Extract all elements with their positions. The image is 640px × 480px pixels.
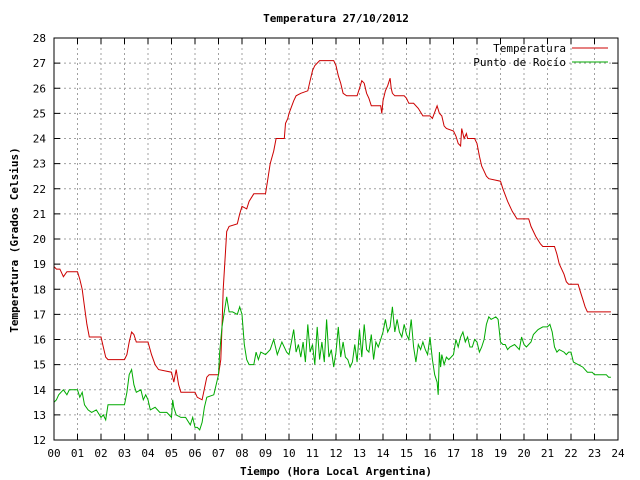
x-tick-label: 06 — [188, 447, 201, 460]
y-tick-label: 28 — [33, 32, 46, 45]
y-tick-label: 23 — [33, 158, 46, 171]
y-tick-label: 18 — [33, 283, 46, 296]
x-tick-label: 13 — [353, 447, 366, 460]
x-tick-label: 24 — [611, 447, 625, 460]
x-tick-label: 22 — [564, 447, 577, 460]
x-tick-label: 05 — [165, 447, 178, 460]
x-tick-label: 14 — [376, 447, 390, 460]
x-tick-label: 04 — [141, 447, 155, 460]
x-tick-label: 12 — [329, 447, 342, 460]
legend: Temperatura Punto de Rocío — [473, 42, 608, 69]
x-tick-label: 15 — [400, 447, 413, 460]
x-tick-label: 16 — [423, 447, 436, 460]
y-tick-label: 21 — [33, 208, 46, 221]
y-tick-labels: 12 13 14 15 16 17 18 19 20 21 22 23 24 25 26 27 28 — [33, 32, 47, 447]
y-tick-label: 14 — [33, 384, 47, 397]
y-tick-label: 24 — [33, 133, 47, 146]
y-tick-label: 25 — [33, 107, 46, 120]
y-axis-label: Temperatura (Grados Celsius) — [8, 147, 21, 332]
y-tick-label: 19 — [33, 258, 46, 271]
y-tick-label: 13 — [33, 409, 46, 422]
series-lines — [53, 60, 611, 431]
grid-lines — [54, 38, 618, 440]
y-tick-label: 16 — [33, 334, 46, 347]
x-tick-label: 21 — [541, 447, 554, 460]
x-tick-label: 02 — [94, 447, 107, 460]
x-tick-label: 07 — [212, 447, 225, 460]
chart-title: Temperatura 27/10/2012 — [263, 12, 409, 25]
x-tick-label: 23 — [588, 447, 601, 460]
y-tick-label: 17 — [33, 308, 46, 321]
y-tick-label: 12 — [33, 434, 46, 447]
x-tick-label: 03 — [118, 447, 131, 460]
y-tick-label: 22 — [33, 183, 46, 196]
series-line-punto-de-rocio — [53, 296, 611, 431]
series-line-temperatura — [53, 60, 611, 401]
x-tick-label: 00 — [47, 447, 60, 460]
y-tick-label: 27 — [33, 57, 46, 70]
x-tick-label: 11 — [306, 447, 319, 460]
x-tick-labels: 00 01 02 03 04 05 06 07 08 09 10 11 12 13 14 15 16 17 18 19… — [47, 447, 625, 460]
x-tick-label: 09 — [259, 447, 272, 460]
x-tick-label: 18 — [470, 447, 483, 460]
legend-label-temperatura: Temperatura — [493, 42, 566, 55]
y-tick-label: 20 — [33, 233, 46, 246]
x-tick-label: 01 — [71, 447, 84, 460]
x-tick-label: 10 — [282, 447, 295, 460]
x-tick-label: 19 — [494, 447, 507, 460]
plot-frame — [53, 37, 619, 441]
x-tick-label: 17 — [447, 447, 460, 460]
x-tick-label: 08 — [235, 447, 248, 460]
legend-label-punto-de-rocio: Punto de Rocío — [473, 56, 566, 69]
y-tick-label: 26 — [33, 82, 46, 95]
x-axis-label: Tiempo (Hora Local Argentina) — [240, 465, 432, 478]
y-tick-label: 15 — [33, 359, 46, 372]
x-tick-label: 20 — [517, 447, 530, 460]
axis-ticks — [53, 37, 619, 441]
